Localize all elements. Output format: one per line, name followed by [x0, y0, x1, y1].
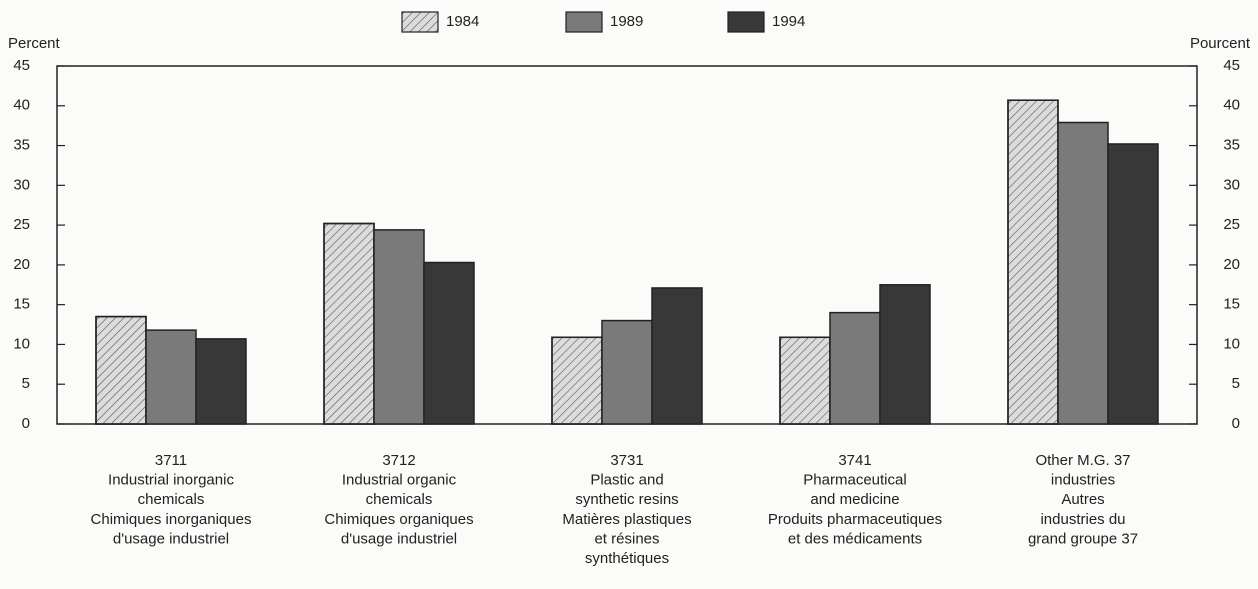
x-tick-label: d'usage industriel	[341, 530, 457, 547]
bar	[145, 329, 197, 425]
x-tick-label: industries du	[1040, 511, 1125, 528]
y-tick-label: 40	[13, 97, 30, 114]
y-tick-label: 10	[13, 335, 30, 352]
y2-tick-label: 25	[1223, 216, 1240, 233]
bar	[1007, 99, 1059, 425]
bar	[1057, 121, 1109, 425]
x-tick-label: et résines	[594, 530, 659, 547]
bar	[601, 319, 653, 425]
y2-tick-label: 45	[1223, 57, 1240, 74]
x-tick-label: 3741	[838, 452, 871, 469]
y-tick-label: 25	[13, 216, 30, 233]
bar	[95, 315, 147, 425]
x-tick-label: Produits pharmaceutiques	[768, 511, 942, 528]
y2-tick-label: 0	[1232, 415, 1240, 432]
x-tick-label: d'usage industriel	[113, 530, 229, 547]
y2-axis-label: Pourcent	[1190, 35, 1251, 52]
y-tick-label: 45	[13, 57, 30, 74]
x-tick-label: Autres	[1061, 491, 1104, 508]
y2-tick-label: 30	[1223, 176, 1240, 193]
y2-tick-label: 10	[1223, 335, 1240, 352]
x-tick-label: 3711	[155, 452, 187, 469]
x-tick-label: Plastic and	[590, 472, 663, 489]
legend-label: 1994	[772, 13, 805, 30]
x-tick-label: Industrial organic	[342, 472, 457, 489]
x-tick-label: Pharmaceutical	[803, 472, 906, 489]
bar	[373, 229, 425, 425]
y2-tick-label: 20	[1223, 256, 1240, 273]
x-tick-label: Chimiques inorganiques	[91, 511, 252, 528]
x-tick-label: chemicals	[138, 491, 205, 508]
x-tick-label: et des médicaments	[788, 530, 922, 547]
y-tick-label: 0	[22, 415, 30, 432]
x-tick-label: industries	[1051, 472, 1115, 489]
y-tick-label: 5	[22, 375, 30, 392]
bar	[829, 311, 881, 425]
x-tick-label: Chimiques organiques	[324, 511, 473, 528]
bar	[1107, 143, 1159, 425]
y2-tick-label: 35	[1223, 137, 1240, 154]
y-axis-label: Percent	[8, 35, 61, 52]
x-tick-label: and medicine	[810, 491, 899, 508]
y-tick-label: 15	[13, 296, 30, 313]
legend-swatch	[401, 11, 439, 33]
x-tick-label: synthétiques	[585, 550, 669, 567]
x-tick-label: 3712	[382, 452, 415, 469]
bar	[651, 287, 703, 425]
legend-label: 1984	[446, 13, 479, 30]
legend-swatch	[565, 11, 603, 33]
x-tick-label: synthetic resins	[575, 491, 678, 508]
x-tick-label: 3731	[610, 452, 643, 469]
y-tick-label: 35	[13, 137, 30, 154]
y-tick-label: 20	[13, 256, 30, 273]
x-tick-label: chemicals	[366, 491, 433, 508]
x-tick-label: Other M.G. 37	[1035, 452, 1130, 469]
legend-label: 1989	[610, 13, 643, 30]
bar	[779, 336, 831, 425]
y-tick-label: 30	[13, 176, 30, 193]
bar	[551, 336, 603, 425]
y2-tick-label: 5	[1232, 375, 1240, 392]
bar	[879, 284, 931, 425]
bar	[423, 261, 475, 425]
x-tick-label: grand groupe 37	[1028, 530, 1138, 547]
bar	[323, 222, 375, 425]
y2-tick-label: 40	[1223, 97, 1240, 114]
legend-swatch	[727, 11, 765, 33]
y2-tick-label: 15	[1223, 296, 1240, 313]
x-tick-label: Matières plastiques	[562, 511, 691, 528]
bar	[195, 338, 247, 425]
x-tick-label: Industrial inorganic	[108, 472, 234, 489]
